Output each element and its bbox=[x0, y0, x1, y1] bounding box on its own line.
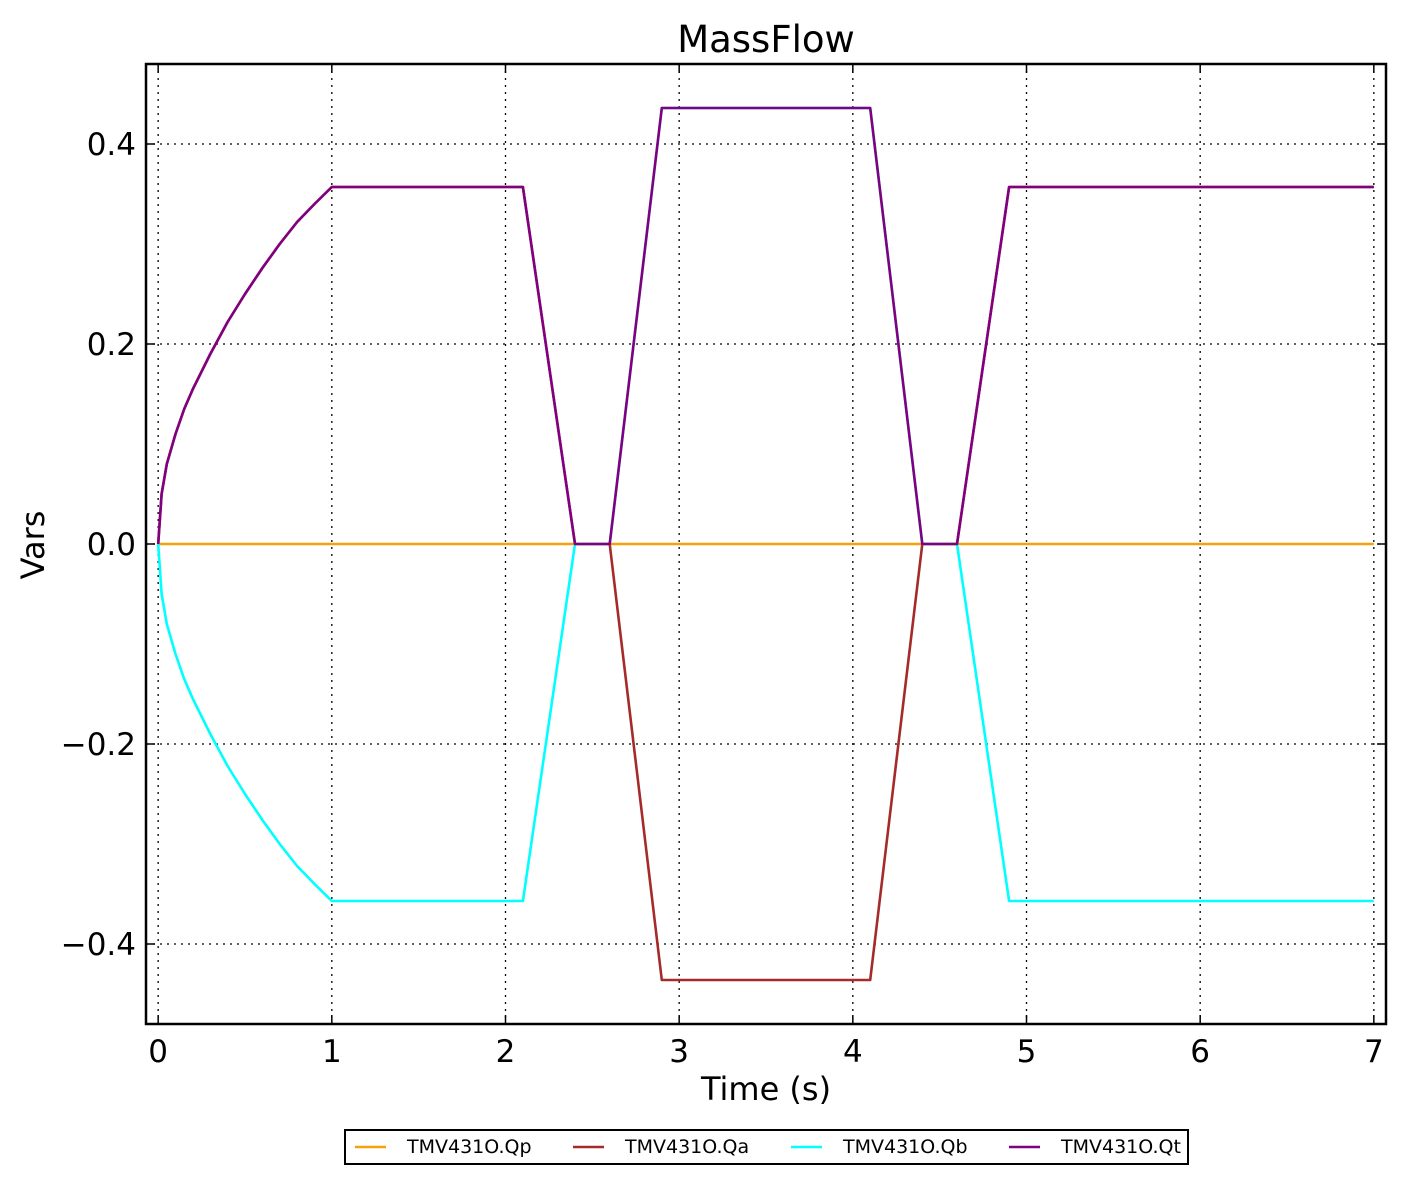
legend-label: TMV431O.Qp bbox=[406, 1136, 532, 1158]
legend-label: TMV431O.Qb bbox=[842, 1136, 968, 1158]
legend-items: TMV431O.Qp TMV431O.Qa TMV431O.Qb TMV431O.Qt bbox=[355, 1136, 1181, 1158]
plot-frame bbox=[144, 62, 1388, 1026]
y-tick-label: 0.0 bbox=[87, 527, 136, 563]
x-tick-label: 5 bbox=[1017, 1034, 1037, 1070]
y-tick-label: 0.4 bbox=[87, 127, 136, 163]
legend-label: TMV431O.Qt bbox=[1060, 1136, 1181, 1158]
grid-lines bbox=[146, 64, 1386, 1024]
y-tick-label: −0.2 bbox=[61, 727, 136, 763]
x-axis-title: Time (s) bbox=[700, 1070, 831, 1108]
series-layer bbox=[156, 106, 1374, 982]
x-tick-label: 6 bbox=[1190, 1034, 1210, 1070]
chart-title: MassFlow bbox=[677, 18, 855, 61]
tick-marks bbox=[146, 64, 1386, 1024]
x-tick-label: 4 bbox=[843, 1034, 863, 1070]
series-line-3 bbox=[156, 106, 1374, 546]
series-line-1 bbox=[156, 185, 1374, 982]
y-tick-label: 0.2 bbox=[87, 327, 136, 363]
x-tick-label: 3 bbox=[669, 1034, 689, 1070]
legend: TMV431O.Qp TMV431O.Qa TMV431O.Qb TMV431O.Qt bbox=[344, 1129, 1189, 1165]
y-tick-label: −0.4 bbox=[61, 927, 136, 963]
series-line-2 bbox=[156, 106, 1374, 903]
x-tick-label: 7 bbox=[1364, 1034, 1384, 1070]
y-axis-title: Vars bbox=[14, 511, 52, 580]
x-tick-label: 2 bbox=[496, 1034, 516, 1070]
legend-box bbox=[344, 1129, 1189, 1165]
x-tick-label: 0 bbox=[148, 1034, 168, 1070]
legend-label: TMV431O.Qa bbox=[624, 1136, 749, 1158]
x-tick-label: 1 bbox=[322, 1034, 342, 1070]
y-tick-labels: −0.4 −0.2 0.0 0.2 0.4 bbox=[61, 127, 136, 963]
x-tick-labels: 0 1 2 3 4 5 6 7 bbox=[148, 1034, 1383, 1070]
